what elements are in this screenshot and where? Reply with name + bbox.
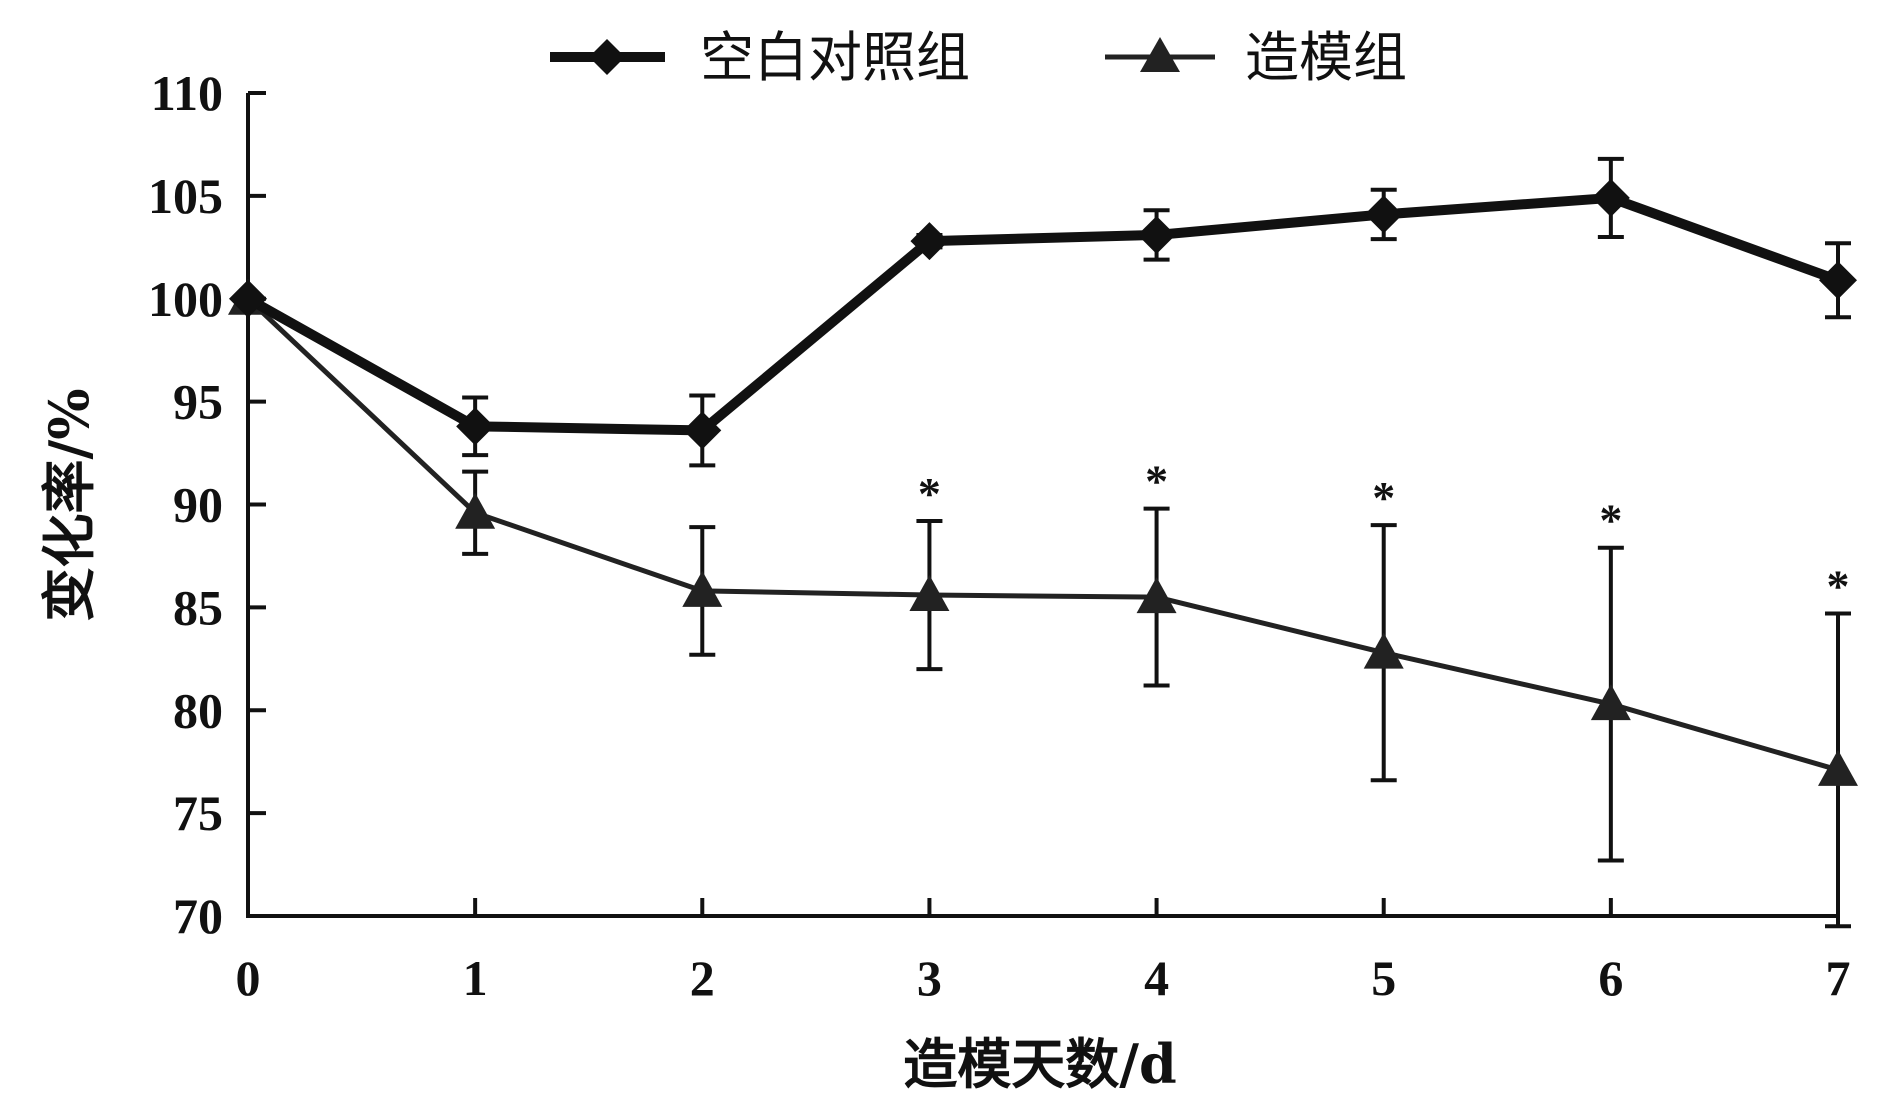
y-tick-label-95: 95 [173,374,223,430]
data-point-model-5 [1363,632,1404,669]
data-point-model-4 [1136,577,1177,614]
significance-marker-6: * [1599,495,1622,546]
significance-marker-5: * [1372,472,1395,523]
x-tick-label-2: 2 [690,950,715,1006]
y-axis-title: 变化率/% [37,388,101,621]
data-point-model-6 [1590,684,1631,721]
series-model: * * * * * [228,278,1858,929]
data-point-control-6 [1591,178,1630,217]
data-point-control-0 [229,279,267,318]
x-tick-label-6: 6 [1598,950,1623,1006]
legend-item-control: 空白对照组 [550,26,970,89]
significance-marker-4: * [1145,456,1168,507]
x-tick-label-4: 4 [1144,950,1169,1006]
significance-marker-3: * [918,468,941,519]
legend-label-control: 空白对照组 [700,26,970,89]
x-tick-label-1: 1 [463,950,488,1006]
data-point-control-4 [1137,215,1176,254]
y-tick-label-105: 105 [148,168,223,224]
legend: 空白对照组 造模组 [550,26,1407,89]
data-point-control-3 [910,222,949,261]
data-point-model-3 [909,575,950,612]
series-line [245,192,1840,436]
data-point-model-1 [455,492,496,529]
y-tick-label-75: 75 [173,785,223,841]
data-point-model-2 [682,570,723,607]
y-tick-label-110: 110 [151,65,223,121]
data-point-model-7 [1818,749,1858,786]
y-tick-label-100: 100 [148,271,223,327]
legend-item-model: 造模组 [1105,26,1407,89]
legend-swatch-control-diamond [589,39,625,75]
x-tick-label-0: 0 [236,950,261,1006]
x-axis-ticks: 0 1 2 3 4 5 6 7 [236,898,1851,1006]
data-point-control-2 [683,411,722,450]
y-axis-ticks: 70 75 80 85 90 95 100 105 110 [148,65,266,944]
x-tick-label-7: 7 [1826,950,1851,1006]
x-tick-label-5: 5 [1371,950,1396,1006]
plot-area: * * * * * [228,156,1858,929]
x-tick-label-3: 3 [917,950,942,1006]
legend-swatch-model-triangle [1140,37,1180,72]
legend-label-model: 造模组 [1245,26,1407,89]
y-tick-label-70: 70 [173,888,223,944]
y-tick-label-85: 85 [173,579,223,635]
data-point-control-1 [456,407,495,446]
significance-marker-7: * [1827,561,1850,612]
y-tick-label-80: 80 [173,682,223,738]
series-line [246,296,1839,773]
x-axis-title: 造模天数/d [903,1032,1176,1096]
data-point-control-7 [1819,261,1857,300]
series-control [229,156,1857,468]
y-tick-label-90: 90 [173,477,223,533]
data-point-control-5 [1364,195,1403,234]
